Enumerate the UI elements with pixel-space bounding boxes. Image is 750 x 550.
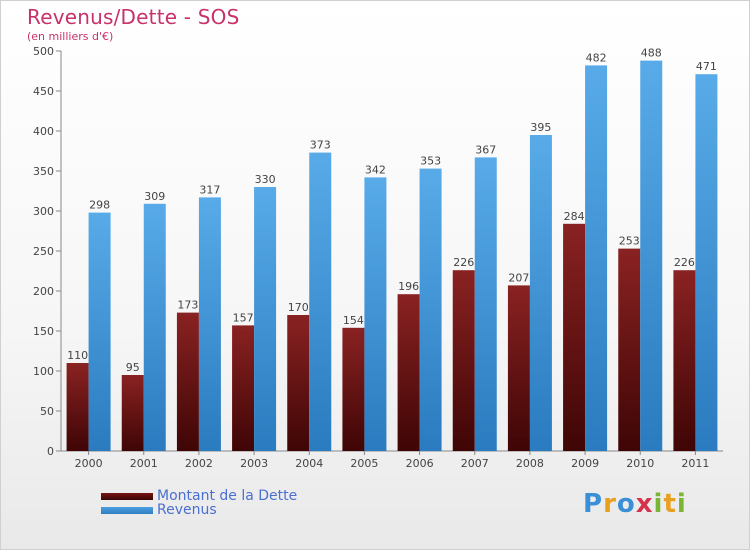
bar-revenus-2010 (640, 60, 663, 451)
data-label-dette: 170 (288, 301, 309, 314)
legend-label-revenus: Revenus (157, 502, 217, 518)
x-tick-label: 2002 (185, 457, 213, 470)
bar-dette-2003 (232, 325, 255, 451)
x-tick-label: 2000 (75, 457, 103, 470)
data-label-revenus: 471 (696, 60, 717, 73)
bar-dette-2011 (673, 270, 696, 451)
bar-revenus-2005 (364, 177, 387, 451)
data-label-revenus: 373 (310, 139, 331, 152)
legend-item-dette: Montant de la Dette (101, 489, 297, 503)
legend-item-revenus: Revenus (101, 503, 217, 517)
data-label-revenus: 298 (89, 199, 110, 212)
bar-dette-2006 (397, 294, 420, 451)
data-label-dette: 207 (508, 271, 529, 284)
bar-dette-2010 (618, 248, 641, 451)
data-label-dette: 173 (177, 299, 198, 312)
legend-label-dette: Montant de la Dette (157, 488, 298, 504)
data-label-dette: 196 (398, 280, 419, 293)
bar-dette-2002 (176, 312, 199, 451)
bar-revenus-2009 (585, 65, 608, 452)
x-tick-label: 2001 (130, 457, 158, 470)
data-label-revenus: 367 (475, 143, 496, 156)
chart-title: Revenus/Dette - SOS (27, 5, 240, 29)
y-tick-label: 450 (33, 85, 54, 98)
x-tick-label: 2011 (681, 457, 709, 470)
data-label-revenus: 353 (420, 155, 441, 168)
y-tick-label: 200 (33, 285, 54, 298)
y-tick-label: 400 (33, 125, 54, 138)
data-label-dette: 154 (343, 314, 364, 327)
data-label-revenus: 342 (365, 163, 386, 176)
y-tick-label: 0 (47, 445, 54, 458)
x-tick-label: 2004 (295, 457, 323, 470)
bar-revenus-2006 (419, 168, 442, 451)
bar-revenus-2008 (529, 135, 552, 451)
y-tick-label: 300 (33, 205, 54, 218)
bar-dette-2009 (563, 223, 586, 451)
bar-revenus-2011 (695, 74, 718, 451)
y-tick-label: 100 (33, 365, 54, 378)
legend-swatch-revenus (101, 506, 153, 514)
x-tick-label: 2007 (461, 457, 489, 470)
x-tick-label: 2006 (406, 457, 434, 470)
data-label-dette: 253 (619, 235, 640, 248)
x-tick-label: 2003 (240, 457, 268, 470)
bar-dette-2007 (452, 270, 475, 451)
data-label-dette: 284 (564, 210, 585, 223)
y-tick-label: 250 (33, 245, 54, 258)
data-label-revenus: 330 (255, 173, 276, 186)
data-label-revenus: 395 (530, 121, 551, 134)
bar-dette-2004 (287, 315, 310, 451)
bar-revenus-2000 (88, 212, 111, 451)
data-label-dette: 157 (233, 311, 254, 324)
bar-revenus-2002 (198, 197, 221, 451)
x-tick-label: 2009 (571, 457, 599, 470)
data-label-revenus: 317 (199, 183, 220, 196)
bar-dette-2001 (121, 375, 144, 451)
bar-revenus-2004 (309, 152, 332, 451)
data-label-revenus: 309 (144, 190, 165, 203)
x-tick-label: 2005 (350, 457, 378, 470)
y-tick-label: 350 (33, 165, 54, 178)
bar-revenus-2003 (254, 187, 277, 451)
x-tick-label: 2010 (626, 457, 654, 470)
bar-revenus-2007 (474, 157, 497, 451)
y-tick-label: 50 (40, 405, 54, 418)
data-label-dette: 110 (67, 349, 88, 362)
data-label-dette: 226 (674, 256, 695, 269)
bar-dette-2008 (507, 285, 530, 451)
y-tick-label: 500 (33, 45, 54, 58)
proxiti-logo: Proxiti (583, 489, 687, 519)
data-label-dette: 95 (126, 361, 140, 374)
legend-swatch-dette (101, 492, 153, 500)
y-tick-label: 150 (33, 325, 54, 338)
data-label-revenus: 482 (586, 51, 607, 64)
data-label-revenus: 488 (641, 47, 662, 60)
x-tick-label: 2008 (516, 457, 544, 470)
data-label-dette: 226 (453, 256, 474, 269)
bar-dette-2000 (66, 363, 89, 451)
bar-revenus-2001 (143, 203, 166, 451)
bar-dette-2005 (342, 327, 365, 451)
chart-subtitle: (en milliers d'€) (27, 30, 114, 43)
